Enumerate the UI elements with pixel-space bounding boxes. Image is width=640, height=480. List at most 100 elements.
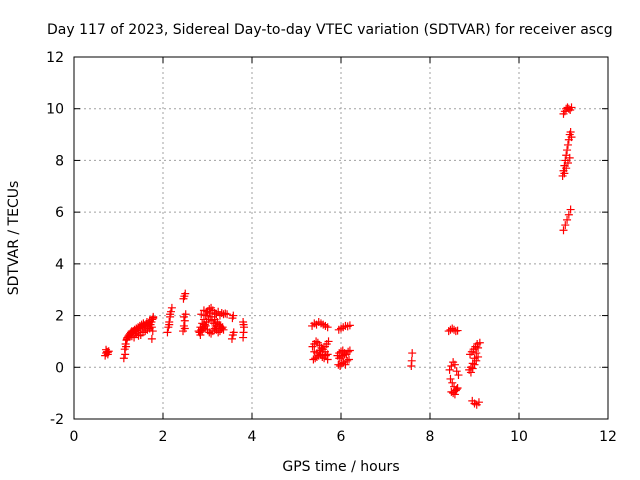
data-point [221, 309, 230, 318]
plot-frame [73, 56, 609, 420]
data-point [229, 311, 238, 320]
y-tick-label: 2 [55, 309, 64, 325]
data-point [323, 355, 332, 364]
y-tick-label: 8 [55, 153, 64, 169]
data-point [180, 316, 189, 325]
y-axis-title: SDTVAR / TECUs [6, 181, 22, 296]
data-point [223, 310, 232, 319]
data-point [218, 323, 227, 332]
data-point [320, 347, 329, 356]
data-point [566, 127, 575, 136]
data-point [103, 348, 112, 357]
data-point [559, 226, 568, 235]
data-point [407, 356, 416, 365]
data-point [453, 383, 462, 392]
data-point [201, 321, 210, 330]
data-point [147, 334, 156, 343]
data-point [167, 303, 176, 312]
data-points [101, 103, 576, 409]
data-point [563, 146, 572, 155]
x-tick-label: 6 [337, 429, 346, 445]
data-point [143, 325, 152, 334]
data-point [122, 342, 131, 351]
data-point [563, 159, 572, 168]
data-point [205, 328, 214, 337]
x-tick-label: 10 [510, 429, 528, 445]
data-point [446, 374, 455, 383]
x-tick-label: 2 [159, 429, 168, 445]
y-tick-label: 10 [46, 102, 64, 118]
data-point [340, 350, 349, 359]
chart-title: Day 117 of 2023, Sidereal Day-to-day VTE… [47, 22, 613, 38]
data-point [196, 330, 205, 339]
data-point [149, 312, 158, 321]
data-point [466, 363, 475, 372]
data-point [323, 323, 332, 332]
data-point [448, 378, 457, 387]
data-point [562, 164, 571, 173]
x-tick-label: 12 [599, 429, 617, 445]
data-point [229, 328, 238, 337]
data-point [475, 338, 484, 347]
data-point [450, 325, 459, 334]
data-point [345, 355, 354, 364]
data-point [445, 365, 454, 374]
data-point [345, 346, 354, 355]
data-point [239, 320, 248, 329]
data-point [449, 389, 458, 398]
x-tick-label: 8 [426, 429, 435, 445]
data-point [343, 356, 352, 365]
data-point [163, 328, 172, 337]
data-point [321, 351, 330, 360]
data-point [210, 324, 219, 333]
y-tick-label: -2 [50, 412, 64, 428]
data-point [318, 352, 327, 361]
data-point [452, 367, 461, 376]
data-point [474, 398, 483, 407]
y-tick-label: 6 [55, 205, 64, 221]
y-tick-label: 12 [46, 50, 64, 66]
x-tick-label: 4 [248, 429, 257, 445]
data-point [119, 354, 128, 363]
data-point [567, 103, 576, 112]
data-point [408, 349, 417, 358]
data-point [345, 321, 354, 330]
data-point [134, 331, 143, 340]
data-point [334, 360, 343, 369]
data-point [138, 328, 147, 337]
data-point [165, 320, 174, 329]
data-point [567, 133, 576, 142]
data-point [130, 333, 139, 342]
data-point [338, 351, 347, 360]
data-point [122, 334, 131, 343]
data-point [453, 326, 462, 335]
data-point [564, 210, 573, 219]
y-tick-label: 4 [55, 257, 64, 273]
data-point [468, 359, 477, 368]
y-tick-label: 0 [55, 360, 64, 376]
x-axis-title: GPS time / hours [282, 459, 399, 475]
data-point [450, 390, 459, 399]
data-point [180, 324, 189, 333]
grid [74, 57, 608, 419]
data-point [214, 328, 223, 337]
data-point [561, 221, 570, 230]
data-point [181, 289, 190, 298]
data-point [560, 169, 569, 178]
tick-labels: 0 2 4 6 8 10 12 -2 0 2 4 6 8 10 12 [46, 50, 617, 445]
data-point [447, 361, 456, 370]
data-point [166, 310, 175, 319]
data-point [147, 323, 156, 332]
data-point [450, 360, 459, 369]
data-point [324, 337, 333, 346]
data-point [148, 327, 157, 336]
data-point [227, 334, 236, 343]
data-point [179, 312, 188, 321]
data-point [474, 343, 483, 352]
data-point [472, 349, 481, 358]
data-point [121, 350, 130, 359]
data-point [474, 352, 483, 361]
data-point [214, 307, 223, 316]
data-point [563, 140, 572, 149]
